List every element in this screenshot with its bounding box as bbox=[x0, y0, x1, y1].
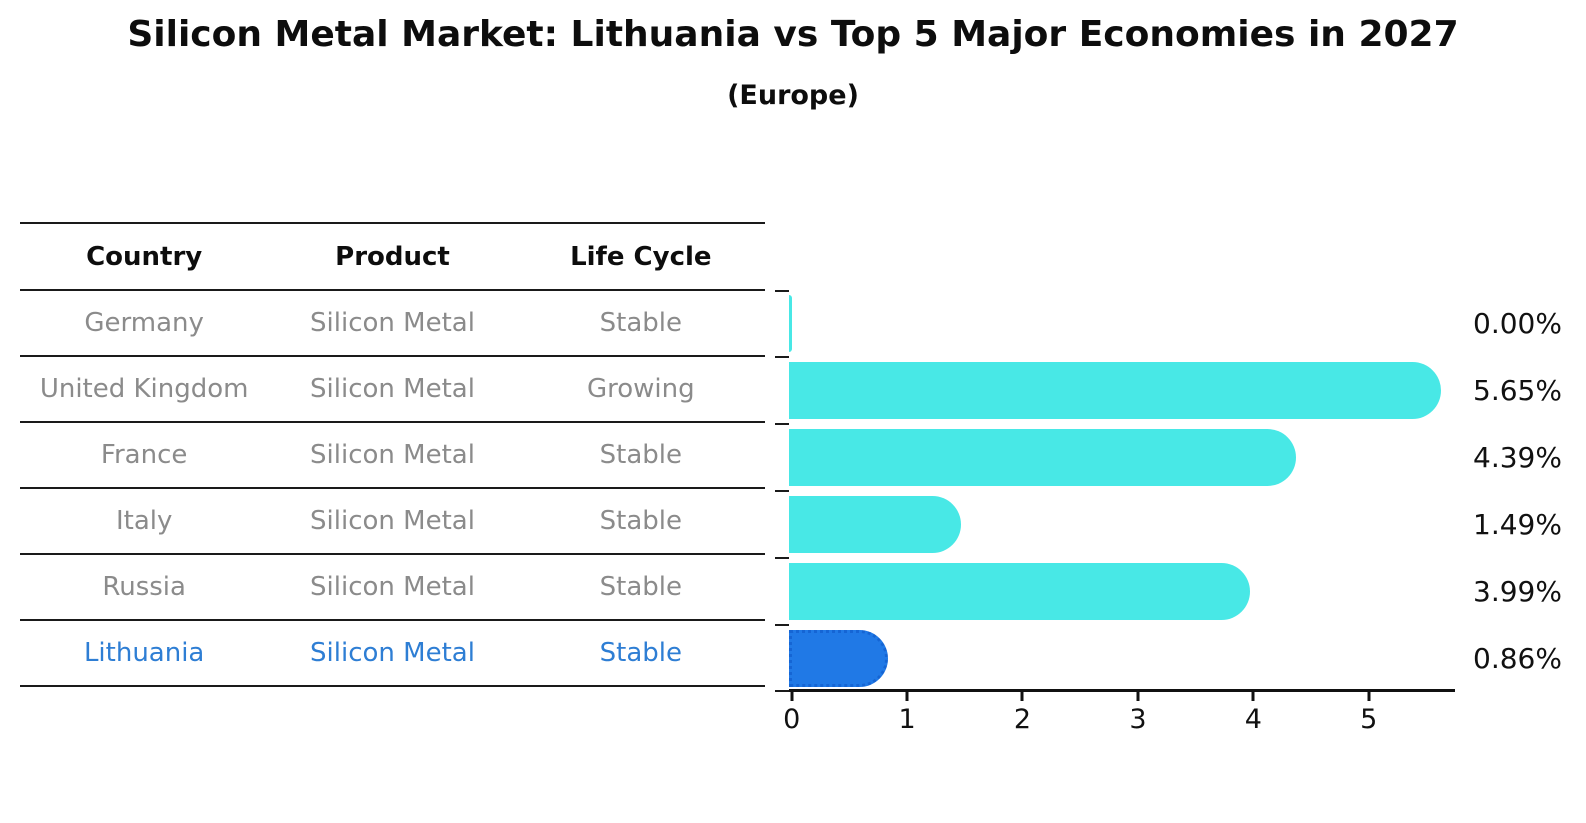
y-axis-tick bbox=[775, 624, 789, 626]
table-row-germany: Germany Silicon Metal Stable bbox=[20, 291, 765, 357]
bar-plot: 0 1 2 3 4 5 bbox=[775, 290, 1455, 735]
y-axis-tick bbox=[775, 490, 789, 492]
table-header-row: Country Product Life Cycle bbox=[20, 224, 765, 291]
cell-country: Germany bbox=[84, 308, 204, 338]
header-country: Country bbox=[86, 241, 203, 272]
table-row-united-kingdom: United Kingdom Silicon Metal Growing bbox=[20, 357, 765, 423]
cell-life-cycle: Growing bbox=[586, 374, 695, 404]
x-tick-label: 2 bbox=[1013, 704, 1032, 735]
cell-country: Italy bbox=[115, 506, 173, 536]
x-tick-label: 5 bbox=[1360, 704, 1378, 735]
y-axis-tick bbox=[775, 290, 789, 292]
chart-title: Silicon Metal Market: Lithuania vs Top 5… bbox=[127, 14, 1459, 55]
bar-lithuania bbox=[789, 630, 889, 687]
cell-country: Lithuania bbox=[83, 638, 205, 668]
y-axis-tick bbox=[775, 690, 789, 692]
header-life-cycle: Life Cycle bbox=[570, 241, 712, 272]
x-axis-tick bbox=[1251, 692, 1255, 701]
table-row-lithuania: Lithuania Silicon Metal Stable bbox=[20, 621, 765, 687]
y-axis-tick bbox=[775, 356, 789, 358]
x-tick-label: 0 bbox=[783, 704, 801, 735]
country-table: Country Product Life Cycle Germany Silic… bbox=[20, 222, 765, 687]
y-axis-tick bbox=[775, 557, 789, 559]
x-axis-tick bbox=[1020, 692, 1024, 701]
x-axis-tick bbox=[1367, 692, 1371, 701]
value-label-lithuania: 0.86% bbox=[1473, 642, 1562, 675]
cell-product: Silicon Metal bbox=[310, 374, 475, 404]
value-label-column: 0.00% 5.65% 4.39% 1.49% 3.99% 0.86% bbox=[1473, 290, 1583, 692]
bar-band-united-kingdom bbox=[789, 357, 1455, 424]
y-axis-tick bbox=[775, 423, 789, 425]
bar-band-lithuania bbox=[789, 625, 1455, 692]
cell-country: France bbox=[100, 440, 188, 470]
bar-band-italy bbox=[789, 491, 1455, 558]
cell-life-cycle: Stable bbox=[599, 308, 682, 338]
x-axis-tick bbox=[1136, 692, 1140, 701]
x-axis-tick bbox=[790, 692, 794, 701]
cell-life-cycle: Stable bbox=[599, 638, 682, 668]
chart-subtitle: (Europe) bbox=[727, 80, 859, 111]
cell-product: Silicon Metal bbox=[310, 572, 475, 602]
cell-product: Silicon Metal bbox=[310, 638, 475, 668]
x-tick-label: 1 bbox=[898, 704, 916, 735]
x-tick-label: 3 bbox=[1129, 704, 1147, 735]
value-label-united-kingdom: 5.65% bbox=[1473, 374, 1562, 407]
bar-germany bbox=[789, 295, 792, 352]
header-product: Product bbox=[335, 241, 450, 272]
cell-product: Silicon Metal bbox=[310, 440, 475, 470]
cell-country: Russia bbox=[102, 572, 186, 602]
bar-united-kingdom bbox=[789, 362, 1442, 419]
value-label-germany: 0.00% bbox=[1473, 307, 1562, 340]
cell-product: Silicon Metal bbox=[310, 506, 475, 536]
bar-band-germany bbox=[789, 290, 1455, 357]
cell-life-cycle: Stable bbox=[599, 440, 682, 470]
value-label-russia: 3.99% bbox=[1473, 575, 1562, 608]
x-axis-tick bbox=[905, 692, 909, 701]
value-label-italy: 1.49% bbox=[1473, 508, 1562, 541]
bar-band-france bbox=[789, 424, 1455, 491]
bar-band-russia bbox=[789, 558, 1455, 625]
table-row-russia: Russia Silicon Metal Stable bbox=[20, 555, 765, 621]
x-tick-label: 4 bbox=[1244, 704, 1262, 735]
table-row-italy: Italy Silicon Metal Stable bbox=[20, 489, 765, 555]
cell-life-cycle: Stable bbox=[599, 572, 682, 602]
table-row-france: France Silicon Metal Stable bbox=[20, 423, 765, 489]
cell-product: Silicon Metal bbox=[310, 308, 475, 338]
value-label-france: 4.39% bbox=[1473, 441, 1562, 474]
bar-italy bbox=[789, 496, 961, 553]
bar-russia bbox=[789, 563, 1250, 620]
cell-country: United Kingdom bbox=[39, 374, 249, 404]
bar-france bbox=[789, 429, 1296, 486]
cell-life-cycle: Stable bbox=[599, 506, 682, 536]
